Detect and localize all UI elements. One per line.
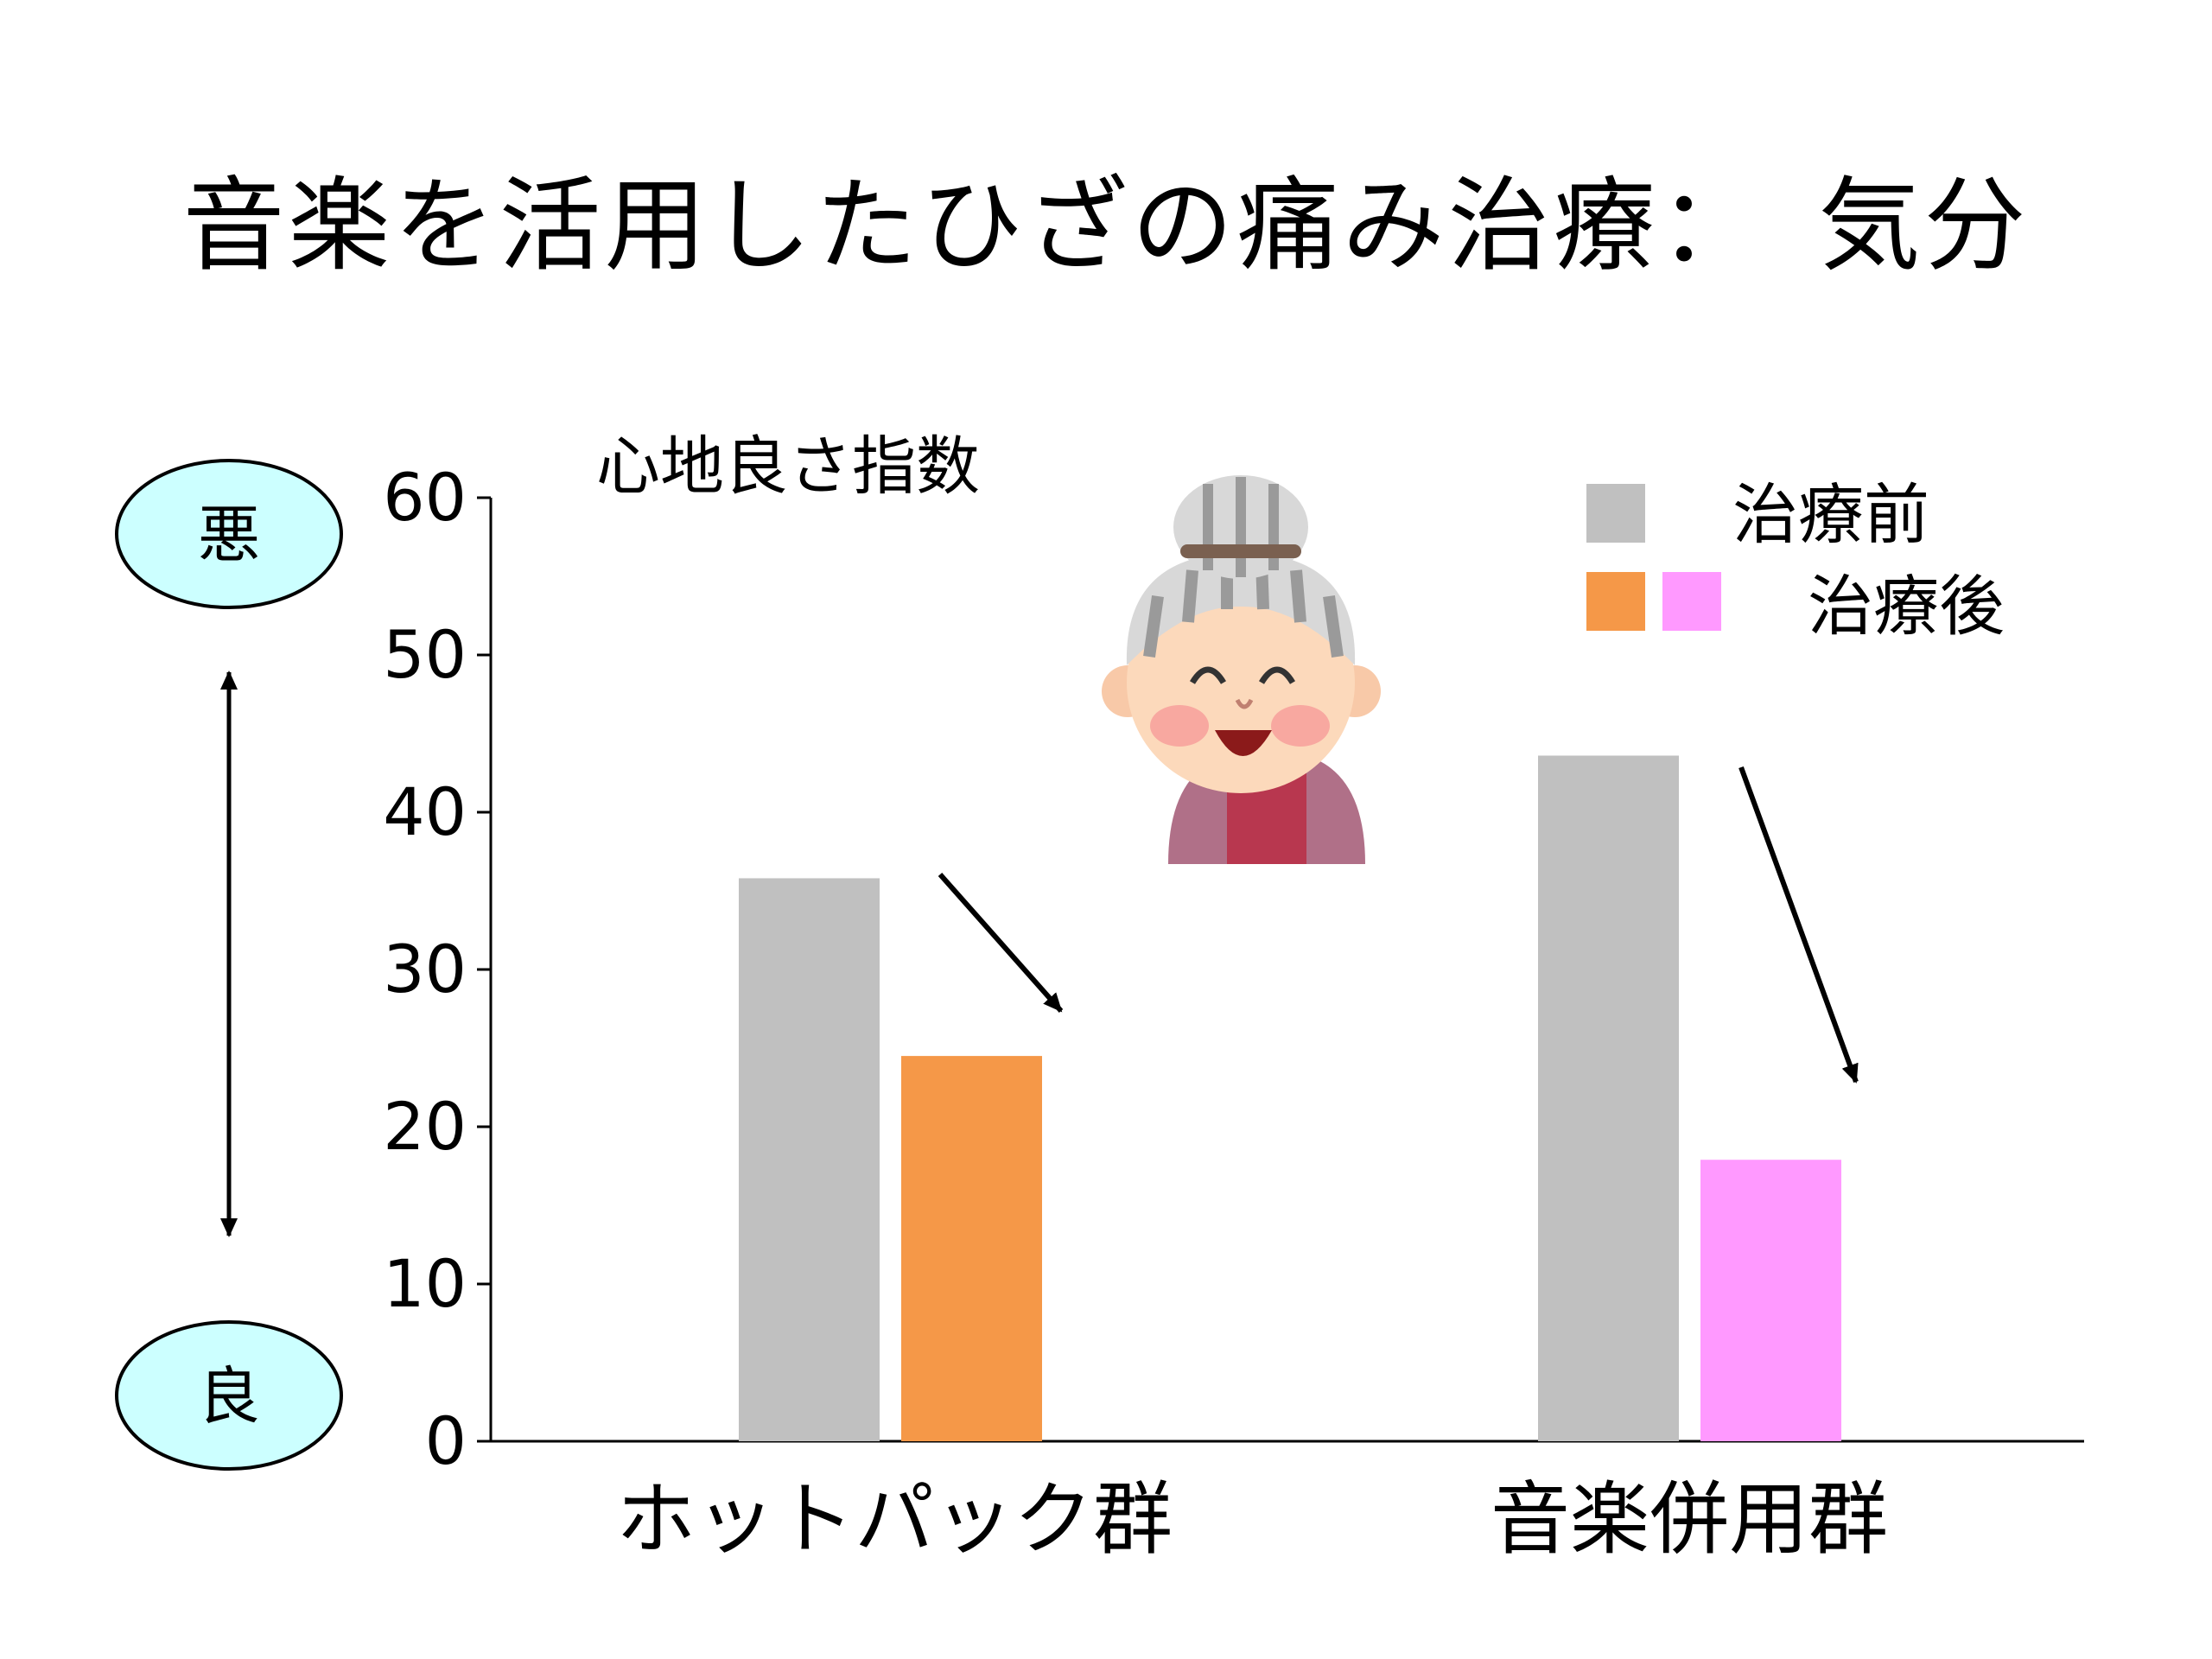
legend-swatch-after-hotpack: [1586, 572, 1645, 631]
y-tick-label: 10: [383, 1245, 467, 1322]
bar-before-music: [1538, 755, 1679, 1441]
legend-label-after: 治療後: [1808, 568, 2005, 645]
category-labels: ホットパック群 音楽併用群: [616, 1473, 1888, 1566]
worse-scale-badge: 悪: [115, 459, 343, 609]
music-decrease-arrow: [1738, 766, 1859, 1084]
y-tick-label: 60: [383, 459, 467, 536]
bar-after-music: [1700, 1160, 1841, 1441]
legend-swatch-before: [1586, 484, 1645, 543]
y-axis-label: 心地良さ指数: [596, 429, 980, 504]
category-label: 音楽併用群: [1491, 1473, 1888, 1566]
hotpack-decrease-arrow: [938, 873, 1064, 1013]
better-scale-badge: 良: [115, 1320, 343, 1471]
bars: [739, 755, 1841, 1441]
slide-title: 音楽を活用したひざの痛み治療： 気分: [182, 166, 2030, 285]
bar-before-hotpack: [739, 878, 880, 1441]
smiling-grandmother-illustration: [1102, 475, 1381, 864]
y-tick-label: 50: [383, 616, 467, 693]
category-label: ホットパック群: [616, 1473, 1173, 1566]
y-tick-label: 20: [383, 1088, 467, 1165]
worse-label: 悪: [198, 499, 260, 571]
legend-label-before: 治療前: [1732, 476, 1929, 553]
y-tick-label: 40: [383, 773, 467, 850]
legend: 治療前 治療後: [1586, 476, 2005, 645]
better-label: 良: [198, 1360, 260, 1433]
bar-after-hotpack: [901, 1056, 1042, 1441]
legend-swatch-after-music: [1662, 572, 1721, 631]
y-ticks: 0 10 20 30 40 50 60: [383, 459, 491, 1479]
y-tick-label: 30: [383, 931, 467, 1007]
y-tick-label: 0: [425, 1402, 467, 1479]
